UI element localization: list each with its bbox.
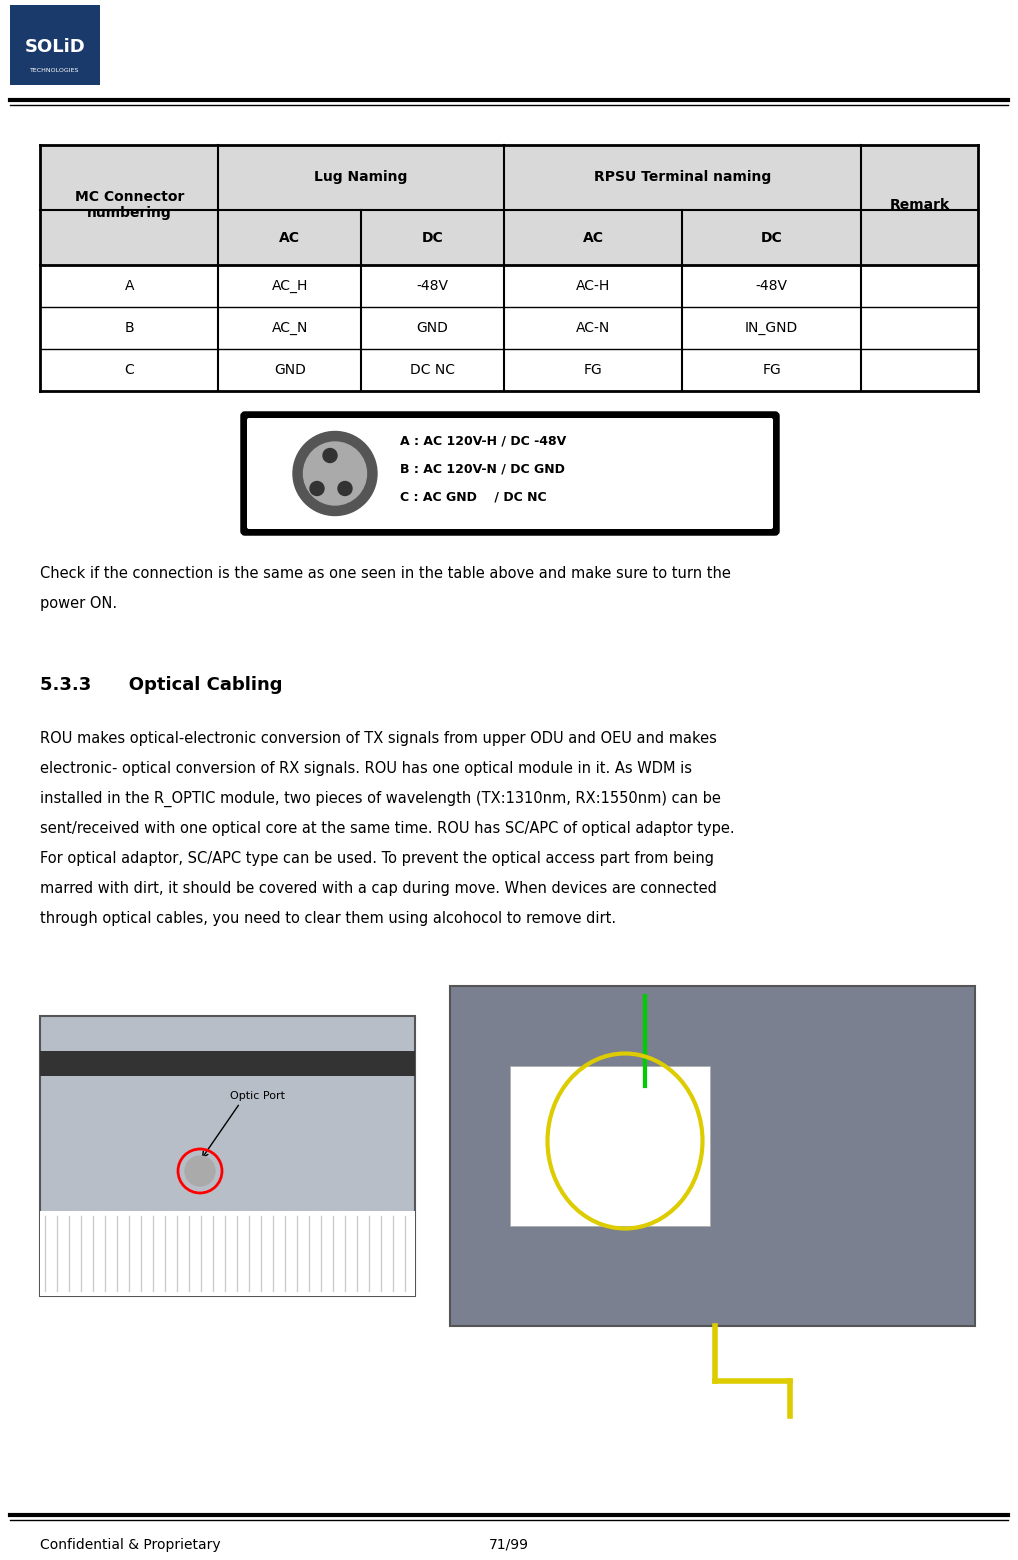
FancyBboxPatch shape — [40, 1016, 415, 1296]
Text: FG: FG — [583, 363, 603, 378]
Text: marred with dirt, it should be covered with a cap during move. When devices are : marred with dirt, it should be covered w… — [40, 881, 717, 895]
Text: For optical adaptor, SC/APC type can be used. To prevent the optical access part: For optical adaptor, SC/APC type can be … — [40, 852, 714, 866]
FancyBboxPatch shape — [40, 145, 219, 265]
Text: through optical cables, you need to clear them using alcohocol to remove dirt.: through optical cables, you need to clea… — [40, 911, 616, 927]
Text: installed in the R_OPTIC module, two pieces of wavelength (TX:1310nm, RX:1550nm): installed in the R_OPTIC module, two pie… — [40, 791, 721, 807]
FancyBboxPatch shape — [40, 1211, 415, 1296]
FancyBboxPatch shape — [10, 5, 100, 84]
Circle shape — [338, 482, 352, 496]
Text: Check if the connection is the same as one seen in the table above and make sure: Check if the connection is the same as o… — [40, 566, 731, 580]
Text: DC NC: DC NC — [410, 363, 455, 378]
FancyBboxPatch shape — [861, 145, 978, 265]
Text: Optic Port: Optic Port — [230, 1090, 285, 1101]
FancyBboxPatch shape — [682, 145, 861, 265]
Text: DC: DC — [421, 231, 444, 245]
Circle shape — [303, 441, 366, 505]
FancyBboxPatch shape — [510, 1065, 710, 1226]
Text: IN_GND: IN_GND — [745, 321, 798, 335]
Text: TECHNOLOGIES: TECHNOLOGIES — [31, 69, 79, 73]
FancyBboxPatch shape — [504, 145, 682, 265]
FancyBboxPatch shape — [219, 145, 361, 265]
Text: Remark: Remark — [890, 198, 950, 212]
Text: C: C — [124, 363, 134, 378]
Text: B: B — [124, 321, 134, 335]
FancyBboxPatch shape — [450, 986, 975, 1326]
Text: B : AC 120V-N / DC GND: B : AC 120V-N / DC GND — [400, 462, 565, 476]
Text: -48V: -48V — [416, 279, 449, 293]
Text: RPSU Terminal naming: RPSU Terminal naming — [593, 170, 771, 184]
Text: 71/99: 71/99 — [489, 1538, 529, 1552]
Text: GND: GND — [274, 363, 305, 378]
Circle shape — [293, 432, 377, 515]
Text: power ON.: power ON. — [40, 596, 117, 612]
Text: SOLiD: SOLiD — [24, 37, 86, 56]
Text: AC-N: AC-N — [576, 321, 610, 335]
Text: -48V: -48V — [755, 279, 788, 293]
FancyBboxPatch shape — [40, 1051, 415, 1076]
Text: AC_N: AC_N — [272, 321, 308, 335]
Text: Lug Naming: Lug Naming — [315, 170, 408, 184]
FancyBboxPatch shape — [247, 418, 773, 529]
Text: DC: DC — [760, 231, 783, 245]
Text: C: C — [314, 484, 321, 493]
Text: AC_H: AC_H — [272, 279, 308, 293]
FancyBboxPatch shape — [40, 349, 978, 392]
Text: GND: GND — [416, 321, 449, 335]
Circle shape — [185, 1156, 215, 1186]
Circle shape — [323, 449, 337, 462]
FancyBboxPatch shape — [40, 307, 978, 349]
Text: A: A — [341, 484, 349, 493]
FancyBboxPatch shape — [40, 265, 978, 307]
Text: electronic- optical conversion of RX signals. ROU has one optical module in it. : electronic- optical conversion of RX sig… — [40, 761, 692, 775]
Text: AC: AC — [279, 231, 300, 245]
Text: Confidential & Proprietary: Confidential & Proprietary — [40, 1538, 221, 1552]
Text: A : AC 120V-H / DC -48V: A : AC 120V-H / DC -48V — [400, 435, 566, 448]
Text: AC-H: AC-H — [576, 279, 610, 293]
Text: B: B — [327, 451, 334, 460]
Text: sent/received with one optical core at the same time. ROU has SC/APC of optical : sent/received with one optical core at t… — [40, 821, 735, 836]
Text: 5.3.3      Optical Cabling: 5.3.3 Optical Cabling — [40, 675, 283, 694]
Text: A: A — [124, 279, 134, 293]
Circle shape — [310, 482, 324, 496]
Text: C : AC GND    / DC NC: C : AC GND / DC NC — [400, 490, 547, 504]
Text: ROU makes optical-electronic conversion of TX signals from upper ODU and OEU and: ROU makes optical-electronic conversion … — [40, 732, 717, 746]
FancyBboxPatch shape — [361, 145, 504, 265]
Text: MC Connector
numbering: MC Connector numbering — [74, 190, 184, 220]
Text: AC: AC — [582, 231, 604, 245]
FancyBboxPatch shape — [242, 413, 778, 534]
Text: FG: FG — [762, 363, 781, 378]
